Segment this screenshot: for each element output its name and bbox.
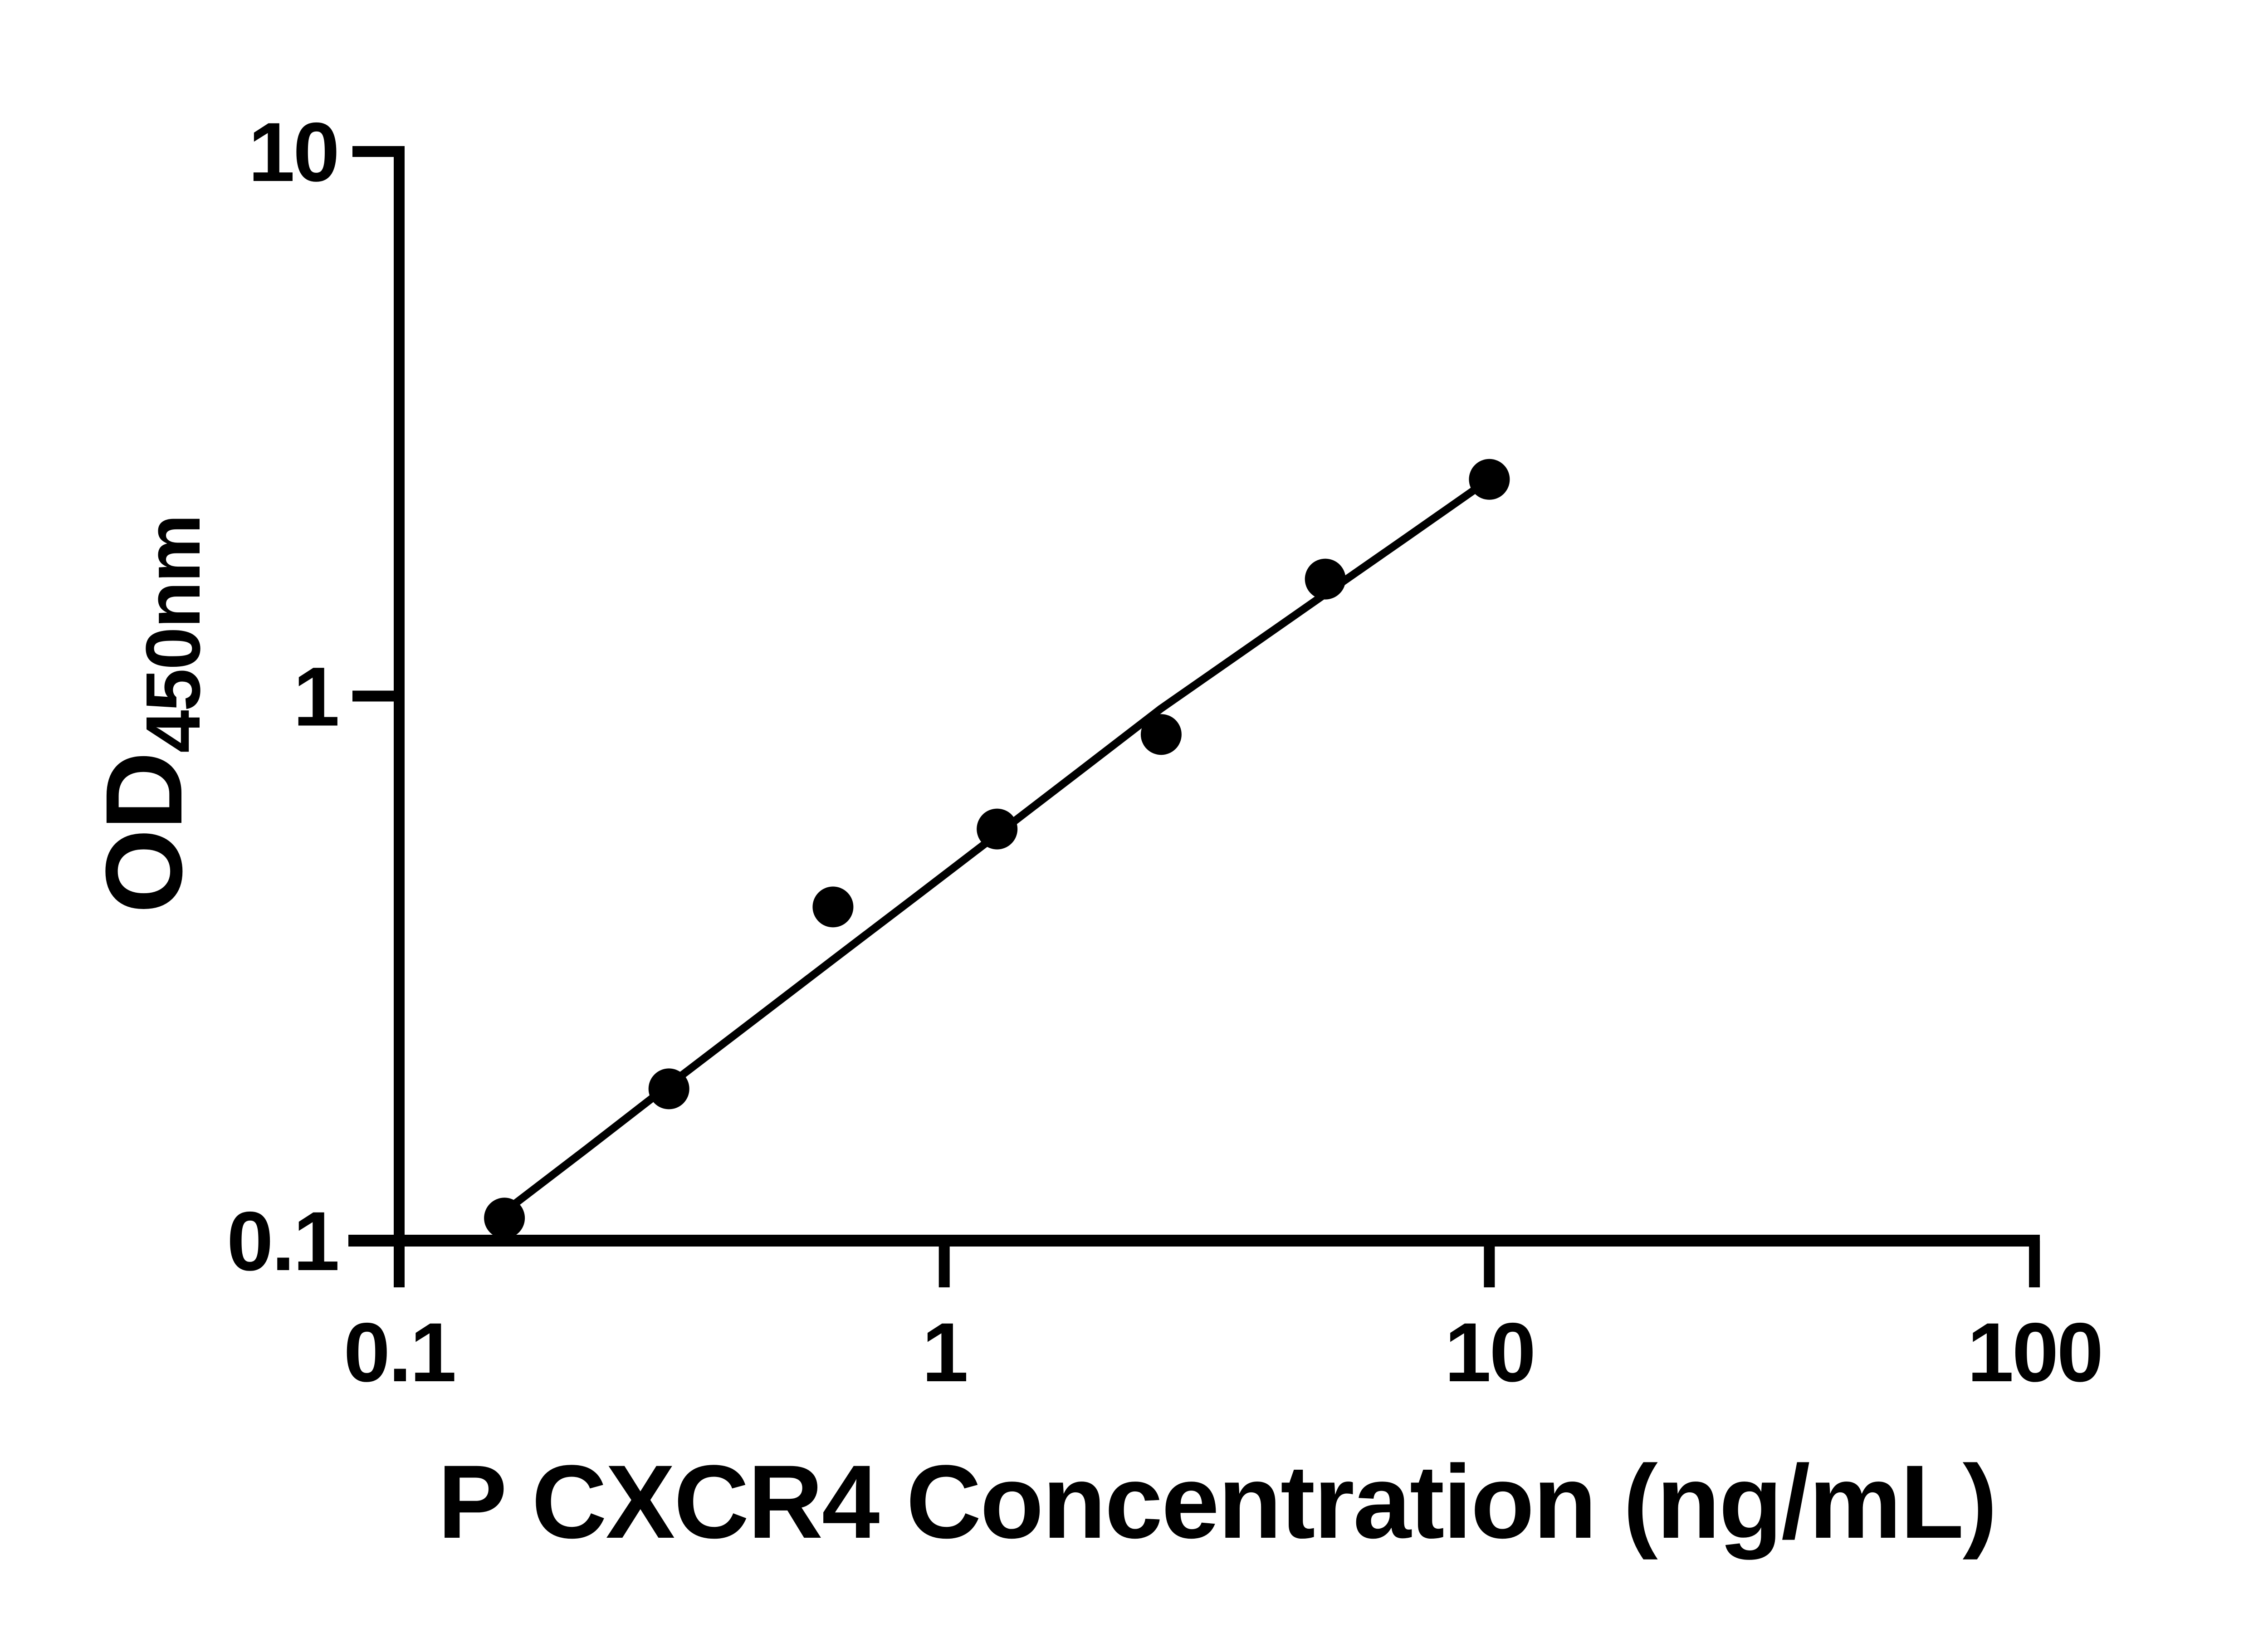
x-tick-label-10: 10 [1445,1306,1535,1399]
x-axis-title: P CXCR4 Concentration (ng/mL) [438,1443,1996,1560]
data-point [1469,459,1510,500]
data-point [977,808,1018,850]
x-tick-label-0.1: 0.1 [343,1306,455,1399]
data-point [1305,558,1346,600]
y-tick-label-1: 1 [293,650,338,744]
data-point [1140,714,1182,755]
data-point [812,886,854,928]
x-tick-label-1: 1 [922,1306,967,1399]
x-tick-label-100: 100 [1967,1306,2102,1399]
y-axis-title-main: OD [83,753,205,914]
y-tick-labels: 10 1 0.1 [227,106,340,1288]
y-axis-title: OD450nm [83,515,216,914]
data-points [484,459,1510,1239]
y-axis-title-subscript: 450nm [130,515,216,753]
x-axis-ticks [938,1241,2040,1287]
x-tick-labels: 0.1 1 10 100 [343,1306,2103,1399]
y-tick-label-0.1: 0.1 [227,1195,338,1288]
y-axis-ticks [352,146,405,702]
y-tick-label-10: 10 [248,106,338,199]
data-point [648,1068,689,1110]
data-point [484,1198,525,1239]
